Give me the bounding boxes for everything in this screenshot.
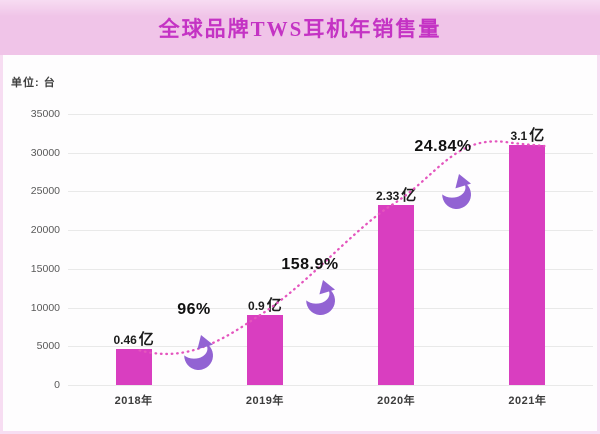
x-axis-category-label: 2018年 <box>114 395 153 407</box>
bar-value-label: 0.46 亿 <box>74 328 194 349</box>
bar-value-unit: 亿 <box>138 332 154 349</box>
bar-value-unit: 亿 <box>401 187 417 204</box>
growth-arrow-icon <box>180 333 216 373</box>
y-axis-tick-label: 35000 <box>30 108 60 120</box>
bar-value-unit: 亿 <box>266 298 282 315</box>
y-axis-tick-label: 5000 <box>36 340 60 353</box>
x-axis-category-label: 2020年 <box>377 395 416 407</box>
bar-value-number: 0.46 <box>113 333 137 348</box>
growth-arrow-icon <box>438 172 474 212</box>
y-axis-tick-label: 10000 <box>30 301 60 314</box>
bar <box>378 204 415 385</box>
bar-value-number: 2.33 <box>375 188 400 203</box>
bar <box>115 349 152 385</box>
x-axis-category-label: 2019年 <box>245 395 284 407</box>
growth-percent-label: 96% <box>177 301 211 318</box>
bar <box>509 144 546 385</box>
chart-title: 全球品牌TWS耳机年销售量 <box>158 16 442 41</box>
gridline <box>68 114 593 115</box>
unit-label: 单位: 台 <box>11 77 56 89</box>
y-axis-tick-label: 20000 <box>30 224 60 237</box>
bar <box>246 315 283 385</box>
bar-value-label: 3.1 亿 <box>467 124 587 145</box>
chart-header: 全球品牌TWS耳机年销售量 <box>0 0 600 55</box>
y-axis-tick-label: 15000 <box>30 262 60 275</box>
bar-value-number: 3.1 <box>510 128 528 143</box>
y-axis-tick-label: 0 <box>54 379 60 391</box>
y-axis-tick-label: 25000 <box>30 185 60 198</box>
gridline <box>68 385 593 386</box>
growth-arrow-icon <box>302 278 338 318</box>
bar-value-unit: 亿 <box>529 127 545 144</box>
growth-percent-label: 24.84% <box>414 138 472 155</box>
x-axis-category-label: 2021年 <box>508 395 547 407</box>
growth-percent-label: 158.9% <box>281 256 339 273</box>
y-axis-tick-label: 30000 <box>30 146 60 159</box>
